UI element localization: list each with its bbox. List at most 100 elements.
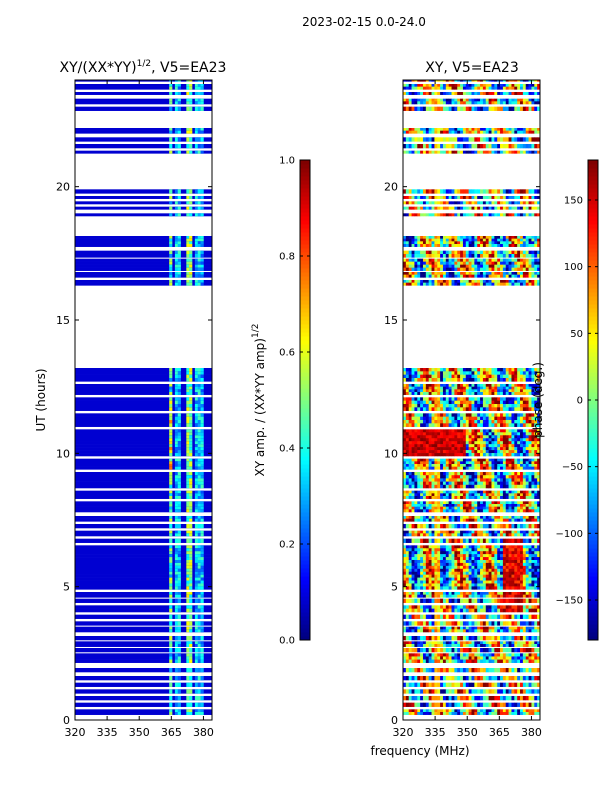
phase-cell bbox=[465, 676, 469, 681]
phase-cell bbox=[537, 592, 541, 595]
amp-cell bbox=[186, 450, 190, 454]
amp-cell bbox=[197, 92, 201, 95]
amp-cell bbox=[189, 80, 193, 82]
phase-cell bbox=[500, 554, 504, 558]
amp-cell bbox=[174, 594, 179, 598]
phase-cell bbox=[408, 668, 412, 673]
phase-cell bbox=[403, 605, 407, 609]
phase-cell bbox=[434, 464, 438, 467]
phase-cell bbox=[460, 709, 464, 713]
phase-cell bbox=[502, 709, 507, 713]
phase-cell bbox=[403, 562, 407, 567]
phase-cell bbox=[531, 653, 535, 657]
phase-cell bbox=[445, 644, 449, 647]
amp-cell bbox=[189, 407, 193, 411]
amp-cell bbox=[177, 206, 181, 210]
phase-cell bbox=[460, 461, 464, 465]
phase-cell bbox=[437, 629, 441, 633]
amp-cell bbox=[177, 130, 181, 134]
phase-cell bbox=[525, 696, 529, 701]
phase-cell bbox=[420, 702, 424, 707]
phase-cell bbox=[480, 496, 484, 499]
phase-cell bbox=[522, 501, 527, 505]
amp-cell bbox=[174, 709, 179, 713]
phase-cell bbox=[431, 586, 435, 590]
phase-cell bbox=[437, 545, 441, 549]
amp-cell bbox=[194, 472, 199, 476]
phase-cell bbox=[531, 551, 535, 555]
phase-cell bbox=[520, 506, 524, 510]
phase-cell bbox=[442, 397, 447, 401]
amp-cell bbox=[174, 551, 179, 555]
colorbar-segment bbox=[300, 276, 310, 281]
phase-cell bbox=[448, 490, 452, 494]
colorbar-segment bbox=[300, 592, 310, 597]
phase-cell bbox=[528, 580, 532, 584]
amp-cell bbox=[189, 583, 193, 587]
amp-row bbox=[75, 458, 212, 462]
phase-cell bbox=[422, 702, 427, 707]
phase-cell bbox=[491, 629, 495, 633]
phase-cell bbox=[534, 560, 538, 564]
phase-cell bbox=[531, 506, 535, 510]
phase-cell bbox=[405, 416, 410, 421]
phase-cell bbox=[528, 397, 532, 401]
phase-cell bbox=[405, 420, 410, 424]
phase-cell bbox=[468, 524, 472, 529]
phase-cell bbox=[477, 592, 481, 595]
phase-cell bbox=[477, 461, 481, 465]
amp-cell bbox=[200, 244, 204, 247]
phase-cell bbox=[462, 429, 467, 433]
phase-cell bbox=[528, 545, 532, 549]
amp-cell bbox=[177, 407, 181, 411]
phase-cell bbox=[462, 453, 467, 457]
phase-cell bbox=[422, 453, 427, 457]
amp-cell bbox=[169, 201, 173, 205]
phase-cell bbox=[471, 438, 475, 442]
phase-cell bbox=[437, 423, 441, 427]
phase-cell bbox=[440, 438, 444, 442]
phase-cell bbox=[417, 641, 421, 645]
phase-cell bbox=[431, 530, 435, 534]
phase-cell bbox=[425, 524, 429, 529]
colorbar-segment bbox=[300, 452, 310, 457]
phase-cell bbox=[431, 565, 435, 570]
phase-cell bbox=[494, 458, 498, 462]
phase-cell bbox=[522, 478, 527, 482]
phase-cell bbox=[471, 548, 475, 552]
phase-cell bbox=[451, 641, 455, 645]
phase-cell bbox=[440, 626, 444, 630]
phase-cell bbox=[528, 423, 532, 427]
phase-cell bbox=[477, 551, 481, 555]
phase-cell bbox=[405, 598, 410, 603]
colorbar-segment bbox=[300, 244, 310, 249]
phase-cell bbox=[520, 594, 524, 598]
amp-cell bbox=[194, 392, 199, 395]
phase-cell bbox=[457, 709, 461, 713]
phase-cell bbox=[442, 384, 447, 387]
phase-cell bbox=[440, 636, 444, 641]
phase-cell bbox=[517, 554, 521, 558]
phase-cell bbox=[482, 484, 487, 489]
phase-cell bbox=[505, 644, 509, 647]
colorbar-segment bbox=[300, 500, 310, 505]
phase-cell bbox=[465, 659, 469, 663]
phase-cell bbox=[454, 577, 458, 581]
phase-cell bbox=[488, 614, 492, 619]
phase-cell bbox=[460, 560, 464, 564]
amp-cell bbox=[189, 648, 193, 653]
phase-cell bbox=[405, 641, 410, 645]
phase-cell bbox=[420, 712, 424, 715]
amp-cell bbox=[194, 264, 199, 268]
phase-cell bbox=[434, 568, 438, 573]
colorbar-segment bbox=[300, 348, 310, 353]
amp-row bbox=[75, 501, 212, 505]
phase-cell bbox=[420, 524, 424, 529]
phase-cell bbox=[474, 629, 478, 633]
phase-cell bbox=[500, 598, 504, 603]
phase-cell bbox=[448, 551, 452, 555]
amp-cell bbox=[174, 586, 179, 590]
phase-cell bbox=[411, 641, 415, 645]
phase-cell bbox=[437, 407, 441, 411]
phase-cell bbox=[511, 568, 515, 573]
